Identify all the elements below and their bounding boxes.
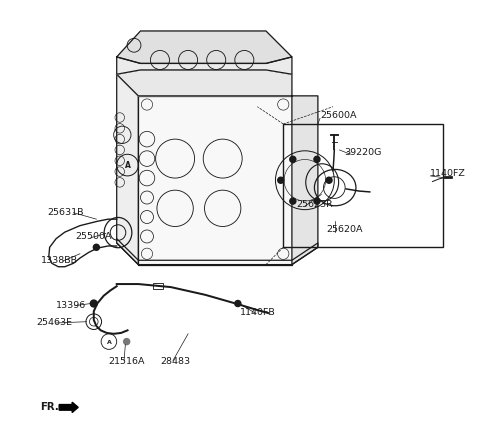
Circle shape xyxy=(93,244,99,250)
Text: 1338BB: 1338BB xyxy=(41,256,78,265)
Circle shape xyxy=(290,156,296,162)
Circle shape xyxy=(314,198,320,204)
Text: 25463E: 25463E xyxy=(36,319,72,328)
FancyArrow shape xyxy=(59,402,78,413)
Circle shape xyxy=(124,339,130,345)
Polygon shape xyxy=(138,96,292,265)
Text: 1140FZ: 1140FZ xyxy=(431,169,466,178)
Text: 25500A: 25500A xyxy=(76,232,112,241)
Text: 21516A: 21516A xyxy=(108,358,144,366)
Polygon shape xyxy=(117,31,292,63)
Polygon shape xyxy=(292,96,318,265)
Text: 13396: 13396 xyxy=(56,301,86,310)
Circle shape xyxy=(278,177,284,183)
Circle shape xyxy=(314,156,320,162)
Text: 25623R: 25623R xyxy=(296,200,333,208)
Circle shape xyxy=(90,300,97,307)
Circle shape xyxy=(326,177,332,183)
Text: A: A xyxy=(125,161,131,170)
Text: 1140FB: 1140FB xyxy=(240,308,276,317)
Polygon shape xyxy=(117,70,292,96)
Text: 25620A: 25620A xyxy=(326,226,363,234)
Text: 39220G: 39220G xyxy=(344,148,381,157)
Text: 25600A: 25600A xyxy=(320,111,357,120)
Text: A: A xyxy=(107,339,111,345)
Circle shape xyxy=(235,300,241,306)
Text: FR.: FR. xyxy=(40,402,59,412)
Text: 25631B: 25631B xyxy=(48,208,84,217)
Bar xyxy=(283,124,444,247)
Bar xyxy=(154,283,163,289)
Polygon shape xyxy=(117,74,138,265)
Circle shape xyxy=(290,198,296,204)
Polygon shape xyxy=(117,57,292,74)
Text: 28483: 28483 xyxy=(160,358,190,366)
